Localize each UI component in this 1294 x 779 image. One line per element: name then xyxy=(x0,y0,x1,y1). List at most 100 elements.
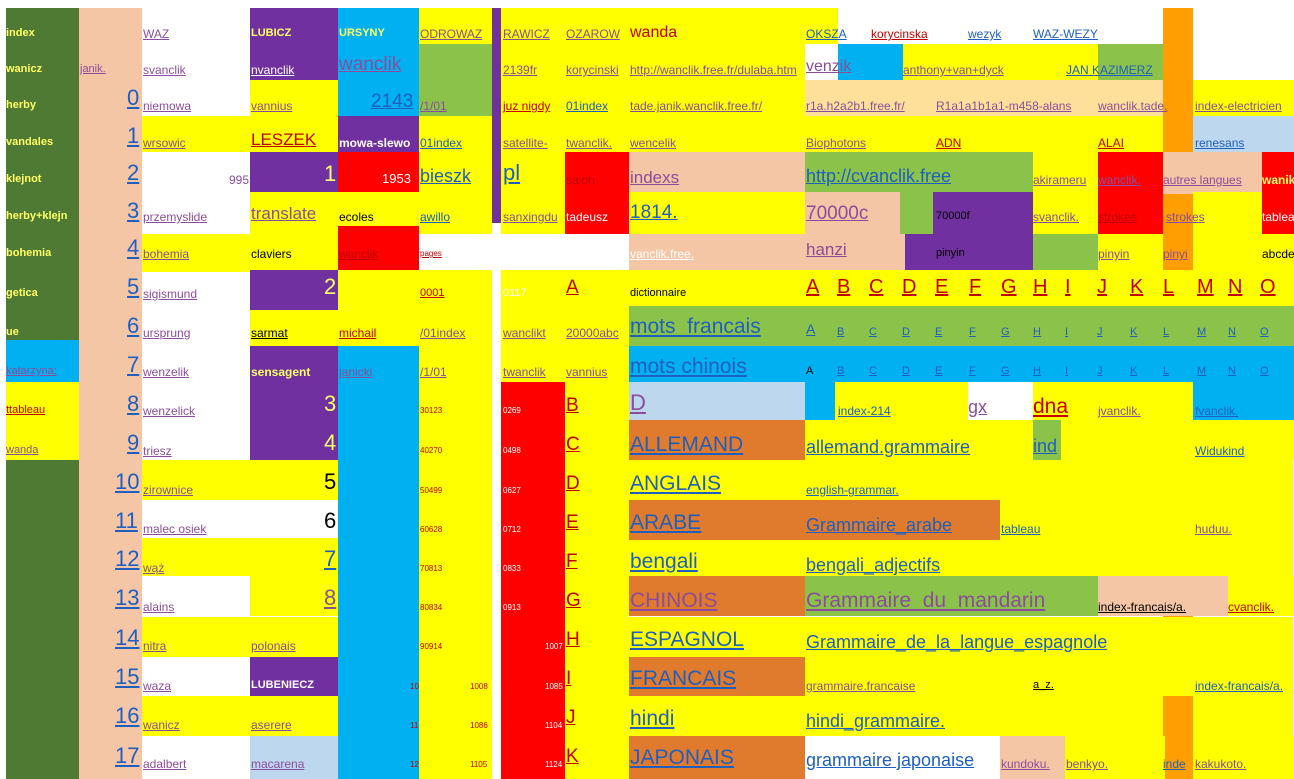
cell-link-alphabet-small[interactable]: H xyxy=(1033,365,1041,377)
cell-link-col-k[interactable]: hindi_grammaire. xyxy=(806,711,946,731)
cell-link-col-j[interactable]: hindi xyxy=(630,707,675,730)
cell-link-col-n[interactable]: wanclik. xyxy=(1098,173,1141,187)
cell-link-col-c-numbers[interactable]: 4 xyxy=(127,235,140,260)
cell-link-alphabet-big[interactable]: A xyxy=(806,276,820,298)
cell-link-col-l[interactable]: anthony+van+dyck xyxy=(903,63,1004,77)
cell-link-col-k[interactable]: http://cvanclik.free xyxy=(806,166,952,186)
cell-link-alphabet-small[interactable]: J xyxy=(1097,365,1103,377)
cell-link-col-j[interactable]: CHINOIS xyxy=(630,589,718,612)
cell-link-alphabet-small[interactable]: K xyxy=(1130,326,1138,338)
cell-link-col-h[interactable]: satellite- xyxy=(503,136,548,150)
cell-link-col-c-numbers[interactable]: 12 xyxy=(115,546,140,571)
cell-link-col-i[interactable]: twanclik. xyxy=(566,136,613,150)
cell-link-alphabet-big[interactable]: L xyxy=(1163,276,1175,298)
cell-link-col-c-numbers[interactable]: 1 xyxy=(127,123,140,148)
cell-link-col-m[interactable]: svanclik. xyxy=(1033,210,1080,224)
cell-link-col-n[interactable]: strokes xyxy=(1098,210,1137,224)
cell-link-alphabet-big[interactable]: K xyxy=(1130,276,1144,298)
cell-link-col-j[interactable]: 1814. xyxy=(630,202,678,223)
cell-link-col-k[interactable]: 70000c xyxy=(806,203,869,224)
cell-link-alphabet-small[interactable]: D xyxy=(902,365,910,377)
cell-link-col-k[interactable]: Biophotons xyxy=(806,136,867,150)
cell-link-col-o[interactable]: kakukoto. xyxy=(1195,757,1247,771)
cell-link-col-i[interactable]: B xyxy=(566,395,579,416)
cell-link-col-d[interactable]: zirownice xyxy=(143,483,194,497)
cell-link-col-i[interactable]: C xyxy=(566,434,580,455)
cell-link-col-c-numbers[interactable]: 8 xyxy=(127,391,140,416)
cell-link-col-d[interactable]: adalbert xyxy=(143,757,187,771)
cell-link-col-k[interactable]: OKSZA xyxy=(806,27,847,41)
cell-link-col-l[interactable]: R1a1a1b1a1-m458-alans xyxy=(936,99,1072,113)
cell-link-col-j[interactable]: http://wanclik.free.fr/dulaba.htm xyxy=(630,63,797,77)
cell-link-col-l[interactable]: benkyo. xyxy=(1066,757,1109,771)
cell-link-col-j[interactable]: ANGLAIS xyxy=(630,472,722,495)
cell-link-col-k[interactable]: Grammaire_arabe xyxy=(806,515,953,535)
cell-link-alphabet-big[interactable]: E xyxy=(935,276,949,298)
cell-link-col-f[interactable]: janicki xyxy=(339,365,373,379)
cell-link-col-e[interactable]: 7 xyxy=(324,546,337,571)
cell-link-col-m[interactable]: pinyin xyxy=(1098,247,1130,261)
cell-link-alphabet-small[interactable]: N xyxy=(1228,365,1236,377)
cell-link-col-n[interactable]: WAZ-WEZY xyxy=(1033,27,1098,41)
cell-link-col-j[interactable]: mots_francais xyxy=(630,315,761,338)
cell-link-col-c-numbers[interactable]: 14 xyxy=(115,625,140,650)
cell-link-alphabet-small[interactable]: F xyxy=(969,365,976,377)
cell-link-col-o[interactable]: strokes xyxy=(1166,210,1205,224)
cell-link-alphabet-small[interactable]: M xyxy=(1197,365,1207,377)
cell-link-col-d[interactable]: svanclik xyxy=(143,63,186,77)
cell-link-col-k[interactable]: r1a.h2a2b1.free.fr/ xyxy=(806,99,905,113)
cell-link-col-j[interactable]: mots chinois xyxy=(630,355,747,378)
cell-link-col-i[interactable]: korycinski xyxy=(566,63,619,77)
cell-link-col-g[interactable]: 0001 xyxy=(420,287,445,299)
cell-link-col-a[interactable]: ttableau xyxy=(6,404,46,416)
cell-link-alphabet-small[interactable]: C xyxy=(869,365,877,377)
cell-link-col-j[interactable]: ALLEMAND xyxy=(630,433,744,456)
cell-link-col-d[interactable]: wenzelik xyxy=(143,365,190,379)
cell-link-alphabet-big[interactable]: F xyxy=(969,276,982,298)
cell-link-col-d[interactable]: nitra xyxy=(143,639,167,653)
cell-link-alphabet-small[interactable]: H xyxy=(1033,326,1041,338)
cell-link-col-c-numbers[interactable]: 6 xyxy=(127,313,140,338)
cell-link-col-d[interactable]: bohemia xyxy=(143,247,190,261)
cell-link-col-j[interactable]: ESPAGNOL xyxy=(630,628,744,651)
cell-link-col-i[interactable]: H xyxy=(566,629,580,650)
cell-link-alphabet-small[interactable]: N xyxy=(1228,326,1236,338)
cell-link-col-a[interactable]: katarzyna: xyxy=(6,365,57,377)
cell-link-alphabet-small[interactable]: O xyxy=(1260,326,1269,338)
cell-link-col-d[interactable]: alains xyxy=(143,600,175,614)
cell-link-alphabet-small[interactable]: M xyxy=(1197,326,1207,338)
cell-link-col-c-numbers[interactable]: 16 xyxy=(115,703,140,728)
cell-link-col-i[interactable]: 01index xyxy=(566,99,609,113)
cell-link-col-i[interactable]: 20000abc xyxy=(566,326,619,340)
cell-link-col-o[interactable]: Widukind xyxy=(1195,444,1245,458)
cell-link-alphabet-big[interactable]: H xyxy=(1033,276,1048,298)
cell-link-col-l[interactable]: korycinska xyxy=(871,27,928,41)
cell-link-col-i[interactable]: OZAROW xyxy=(566,27,620,41)
cell-link-col-d[interactable]: sigismund xyxy=(143,287,198,301)
cell-link-col-c-numbers[interactable]: 7 xyxy=(127,352,140,377)
cell-link-col-m[interactable]: akirameru xyxy=(1033,173,1087,187)
cell-link-col-j[interactable]: FRANCAIS xyxy=(630,667,737,690)
cell-link-col-l[interactable]: ind xyxy=(1033,436,1058,456)
cell-link-col-j[interactable]: wencelik xyxy=(630,136,677,150)
cell-link-col-k[interactable]: bengali_adjectifs xyxy=(806,555,941,575)
cell-link-alphabet-big[interactable]: D xyxy=(902,276,917,298)
cell-link-col-h[interactable]: RAWICZ xyxy=(503,27,550,41)
cell-link-col-k[interactable]: hanzi xyxy=(806,240,847,259)
cell-link-col-m[interactable]: jvanclik. xyxy=(1098,404,1141,418)
cell-link-col-f[interactable]: 2143 xyxy=(371,91,414,112)
cell-link-col-d[interactable]: waza xyxy=(143,679,172,693)
cell-link-col-e[interactable]: LESZEK xyxy=(251,130,317,149)
cell-link-col-k[interactable]: Grammaire_de_la_langue_espagnole xyxy=(806,632,1108,652)
cell-link-col-o[interactable]: autres langues xyxy=(1163,173,1242,187)
cell-link-col-c-numbers[interactable]: 15 xyxy=(115,664,140,689)
cell-link-alphabet-big[interactable]: G xyxy=(1001,276,1017,298)
cell-link-col-d[interactable]: ursprung xyxy=(143,326,191,340)
cell-link-alphabet-small[interactable]: O xyxy=(1260,365,1269,377)
cell-link-col-j[interactable]: JAPONAIS xyxy=(630,746,734,769)
cell-link-col-g[interactable]: 01index xyxy=(420,136,463,150)
cell-link-col-i[interactable]: vannius xyxy=(566,365,608,379)
cell-link-alphabet-small[interactable]: E xyxy=(935,326,943,338)
cell-link-col-f[interactable]: wanclik xyxy=(339,54,402,75)
cell-link-col-f[interactable]: michail xyxy=(339,326,377,340)
